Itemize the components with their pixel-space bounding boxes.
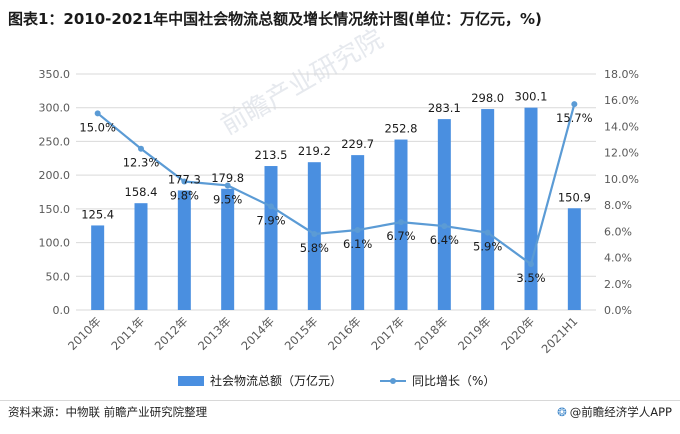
bar (91, 225, 105, 310)
bar-value-label: 125.4 (81, 207, 114, 221)
growth-point (138, 145, 144, 152)
bars (91, 107, 581, 311)
bar-value-label: 158.4 (125, 185, 158, 199)
y-right-tick-label: 2.0% (604, 278, 632, 291)
bar (481, 109, 495, 310)
legend-label-bars: 社会物流总额（万亿元） (210, 373, 342, 388)
x-tick-label: 2013年 (195, 314, 234, 353)
x-tick-label: 2011年 (108, 314, 147, 353)
growth-value-label: 3.5% (516, 271, 545, 285)
x-tick-label: 2020年 (498, 314, 537, 353)
x-tick-label: 2019年 (455, 314, 494, 353)
growth-point (354, 227, 361, 234)
bar-value-label: 213.5 (255, 148, 288, 162)
gridlines (76, 73, 596, 311)
x-tick-label: 2018年 (412, 314, 451, 353)
bar (221, 188, 235, 310)
y-left-tick-label: 100.0 (39, 237, 71, 250)
x-tick-label: 2017年 (368, 314, 407, 353)
source-note: 资料来源：中物联 前瞻产业研究院整理 (8, 405, 208, 419)
footer-divider (0, 400, 680, 401)
brand-logo-icon: ❂ (557, 405, 567, 419)
growth-value-label: 15.0% (79, 120, 116, 134)
growth-point (398, 219, 404, 226)
y-right-tick-label: 4.0% (604, 252, 632, 265)
growth-point (268, 203, 274, 210)
bar (524, 107, 538, 311)
bar (134, 203, 148, 310)
bar (177, 190, 191, 310)
bar (264, 166, 278, 310)
y-left-tick-label: 150.0 (39, 203, 71, 216)
bar (567, 208, 581, 310)
growth-point (528, 261, 534, 268)
y-right-tick-label: 18.0% (604, 68, 639, 81)
growth-value-label: 9.5% (213, 192, 242, 206)
y-left-tick-label: 200.0 (39, 169, 71, 182)
growth-value-label: 6.7% (386, 229, 415, 243)
bar-value-label: 177.3 (168, 172, 201, 186)
legend-label-line: 同比增长（%） (412, 374, 495, 388)
y-right-tick-label: 14.0% (604, 120, 639, 133)
y-right-tick-label: 6.0% (604, 225, 632, 238)
x-tick-label: 2021H1 (539, 314, 581, 356)
x-tick-label: 2015年 (282, 314, 321, 353)
bar-value-label: 300.1 (515, 90, 548, 104)
legend: 社会物流总额（万亿元） 同比增长（%） (178, 373, 495, 388)
y-left-tick-label: 0.0 (53, 304, 71, 317)
growth-line (94, 101, 578, 268)
y-right-tick-label: 12.0% (604, 147, 639, 160)
x-tick-label: 2016年 (325, 314, 364, 353)
x-tick-label: 2012年 (152, 314, 191, 353)
growth-value-label: 12.3% (123, 156, 160, 170)
y-left-tick-label: 350.0 (39, 68, 71, 81)
bar (437, 119, 451, 310)
legend-swatch-bars (178, 376, 204, 386)
bar-value-label: 283.1 (428, 101, 461, 115)
data-labels: 125.4 158.4 177.3 179.8 213.5 219.2 229.7 252.8… (79, 90, 592, 285)
y-left-tick-label: 50.0 (46, 270, 71, 283)
growth-point (94, 110, 101, 117)
growth-point (484, 229, 491, 236)
chart: 0.0 50.0 100.0 150.0 200.0 250.0 300.0 350.0 0.0… (39, 68, 639, 388)
growth-value-label: 5.9% (473, 240, 502, 254)
bar-value-label: 179.8 (211, 171, 244, 185)
growth-line-path (96, 103, 576, 266)
y-right-tick-label: 0.0% (604, 304, 632, 317)
growth-point (441, 223, 448, 230)
growth-value-label: 6.1% (343, 237, 372, 251)
chart-title: 图表1：2010-2021年中国社会物流总额及增长情况统计图(单位：万亿元，%) (8, 10, 542, 28)
brand-credit: ❂ @前瞻经济学人APP (557, 404, 672, 420)
y-right-tick-label: 16.0% (604, 94, 639, 107)
bar-value-label: 229.7 (341, 137, 374, 151)
y-right-tick-label: 10.0% (604, 173, 639, 186)
growth-point (224, 182, 231, 189)
growth-value-label: 7.9% (256, 213, 285, 227)
y-left-tick-label: 250.0 (39, 135, 71, 148)
bar-value-label: 150.9 (558, 190, 591, 204)
axes: 0.0 50.0 100.0 150.0 200.0 250.0 300.0 350.0 0.0… (39, 68, 639, 356)
y-right-tick-label: 8.0% (604, 199, 632, 212)
legend-marker-line (390, 378, 396, 384)
x-tick-label: 2010年 (65, 314, 104, 353)
y-left-tick-label: 300.0 (39, 102, 71, 115)
growth-point (571, 101, 578, 108)
bar-value-label: 219.2 (298, 144, 331, 158)
growth-point (181, 178, 188, 185)
growth-value-label: 6.4% (430, 233, 459, 247)
growth-value-label: 15.7% (556, 111, 593, 125)
x-tick-label: 2014年 (238, 314, 277, 353)
bar-value-label: 298.0 (471, 91, 504, 105)
brand-text: @前瞻经济学人APP (569, 405, 672, 419)
bar-value-label: 252.8 (385, 122, 418, 136)
growth-value-label: 5.8% (300, 241, 329, 255)
growth-point (311, 230, 318, 237)
growth-value-label: 9.8% (170, 189, 199, 203)
